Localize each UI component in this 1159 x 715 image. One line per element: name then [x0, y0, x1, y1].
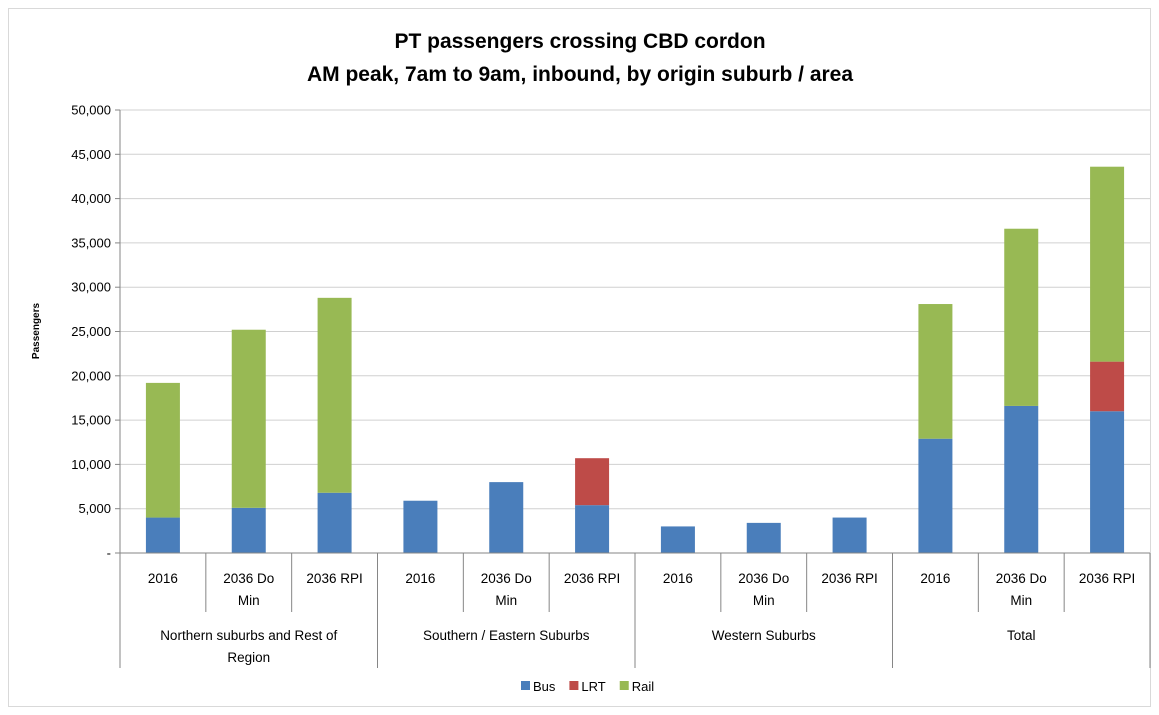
y-tick-label: 50,000: [71, 103, 111, 118]
x-category-label: Min: [238, 593, 260, 608]
bar-segment-lrt: [1090, 361, 1125, 412]
bar-segment-bus: [660, 526, 695, 553]
legend-label-bus: Bus: [533, 679, 556, 694]
y-tick-label: 35,000: [71, 235, 111, 250]
y-tick-label: 15,000: [71, 413, 111, 428]
bar-segment-bus: [832, 517, 867, 553]
chart-title: PT passengers crossing CBD cordon AM pea…: [307, 30, 853, 86]
y-tick-label: 40,000: [71, 191, 111, 206]
y-axis-ticks: - 5,000 10,000 15,000 20,000 25,000 30,000 35,0…: [71, 103, 120, 561]
bar-segment-rail: [231, 329, 266, 508]
x-category-label: 2036 Do: [223, 571, 274, 586]
legend-label-rail: Rail: [632, 679, 655, 694]
bar-segment-lrt: [575, 458, 610, 506]
x-category-label: 2036 RPI: [1079, 571, 1135, 586]
x-group-label: Total: [1007, 628, 1036, 643]
bar-segment-bus: [145, 517, 180, 553]
x-category-label: 2016: [148, 571, 178, 586]
x-category-label: 2016: [663, 571, 693, 586]
bar-segment-bus: [1004, 405, 1039, 553]
x-category-label: Min: [495, 593, 517, 608]
bar-segment-bus: [918, 438, 953, 553]
x-category-label: Min: [753, 593, 775, 608]
x-category-label: 2036 Do: [481, 571, 532, 586]
x-axis: 2016 2036 Do Min 2036 RPI 2016 2036 Do Min 2036…: [119, 110, 1151, 668]
y-tick-label: 25,000: [71, 324, 111, 339]
bar-segment-bus: [231, 507, 266, 553]
bar-segment-rail: [145, 382, 180, 518]
bar-segment-rail: [1004, 228, 1039, 406]
x-category-label: 2036 RPI: [821, 571, 877, 586]
bar-segment-bus: [403, 500, 438, 553]
bar-segment-bus: [489, 482, 524, 553]
bar-segment-bus: [1090, 411, 1125, 553]
chart-frame: [8, 8, 1151, 707]
y-tick-label: 45,000: [71, 147, 111, 162]
bars: [145, 166, 1125, 553]
x-category-label: 2036 RPI: [306, 571, 362, 586]
bar-segment-bus: [746, 522, 781, 553]
y-tick-label: 10,000: [71, 457, 111, 472]
x-category-label: 2016: [920, 571, 950, 586]
y-axis-label: Passengers: [31, 302, 42, 359]
x-group-label: Northern suburbs and Rest of: [160, 628, 337, 643]
chart-title-line-1: PT passengers crossing CBD cordon: [394, 30, 765, 53]
y-tick-label: 20,000: [71, 368, 111, 383]
legend: Bus LRT Rail: [521, 679, 654, 694]
x-category-label: 2036 RPI: [564, 571, 620, 586]
bar-segment-bus: [575, 505, 610, 553]
y-tick-label: -: [107, 546, 111, 561]
x-group-label: Southern / Eastern Suburbs: [423, 628, 590, 643]
x-group-label: Region: [227, 650, 270, 665]
legend-swatch-bus: [521, 681, 530, 690]
chart-title-line-2: AM peak, 7am to 9am, inbound, by origin …: [307, 63, 853, 86]
legend-swatch-lrt: [569, 681, 579, 690]
y-tick-label: 5,000: [78, 501, 111, 516]
x-group-label: Western Suburbs: [712, 628, 816, 643]
x-category-label: 2036 Do: [738, 571, 789, 586]
legend-label-lrt: LRT: [581, 679, 605, 694]
legend-swatch-rail: [619, 681, 629, 690]
x-category-label: 2016: [405, 571, 435, 586]
x-category-label: 2036 Do: [996, 571, 1047, 586]
gridlines: [120, 109, 1150, 510]
x-category-label: Min: [1010, 593, 1032, 608]
bar-segment-rail: [317, 297, 352, 493]
y-tick-label: 30,000: [71, 280, 111, 295]
bar-segment-rail: [1090, 166, 1125, 362]
bar-segment-bus: [317, 492, 352, 553]
bar-segment-rail: [918, 304, 953, 439]
